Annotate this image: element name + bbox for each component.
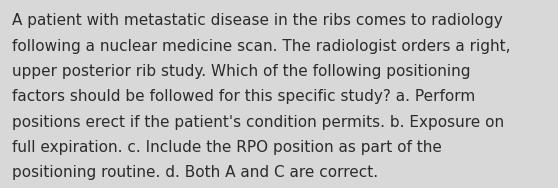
Text: upper posterior rib study. Which of the following positioning: upper posterior rib study. Which of the …: [12, 64, 471, 79]
Text: positioning routine. d. Both A and C are correct.: positioning routine. d. Both A and C are…: [12, 165, 378, 180]
Text: factors should be followed for this specific study? a. Perform: factors should be followed for this spec…: [12, 89, 475, 104]
Text: following a nuclear medicine scan. The radiologist orders a right,: following a nuclear medicine scan. The r…: [12, 39, 511, 54]
Text: A patient with metastatic disease in the ribs comes to radiology: A patient with metastatic disease in the…: [12, 13, 503, 28]
Text: positions erect if the patient's condition permits. b. Exposure on: positions erect if the patient's conditi…: [12, 115, 504, 130]
Text: full expiration. c. Include the RPO position as part of the: full expiration. c. Include the RPO posi…: [12, 140, 442, 155]
